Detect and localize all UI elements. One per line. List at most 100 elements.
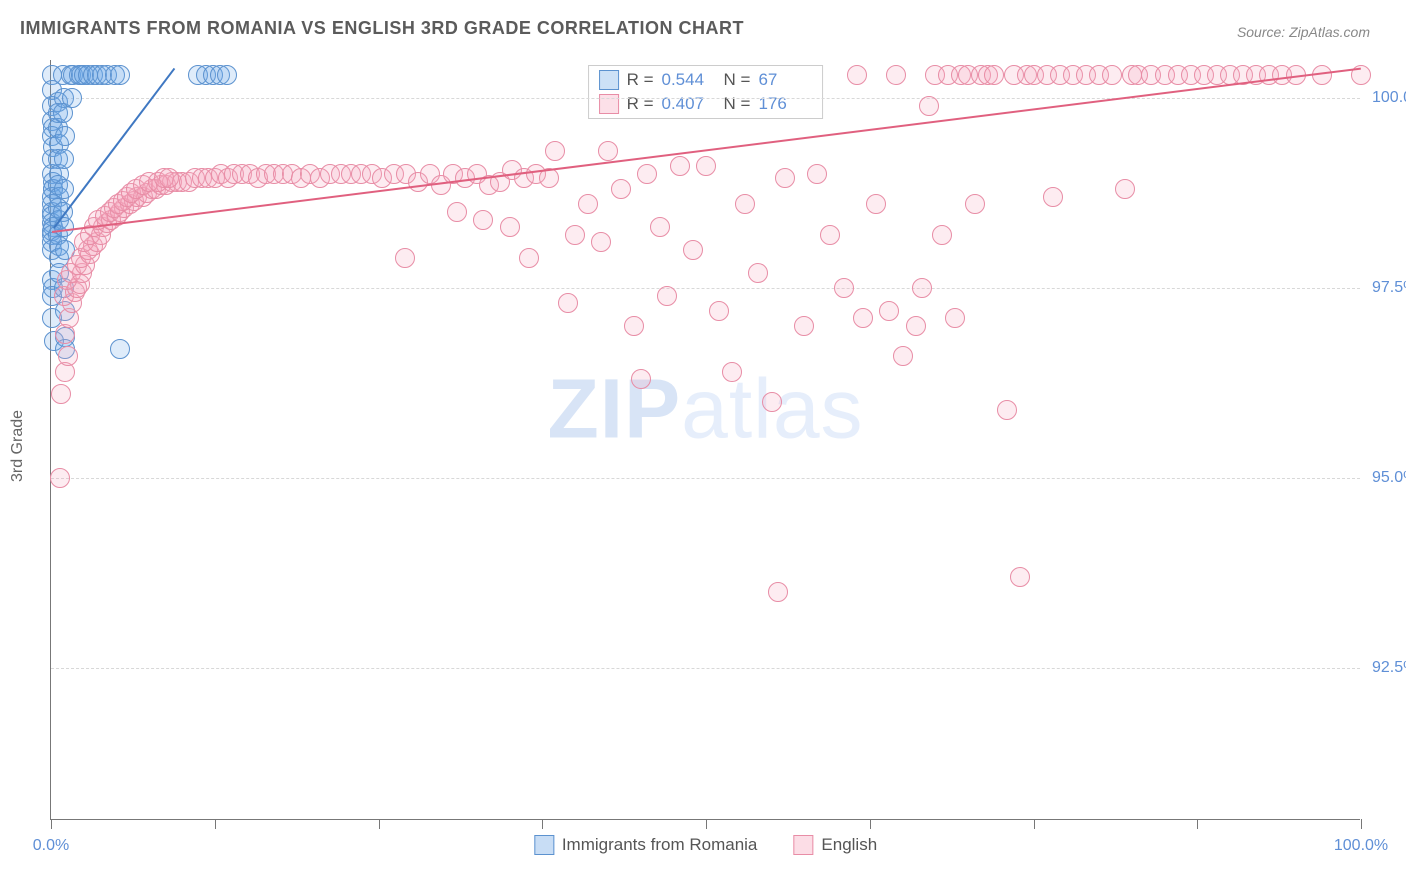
correlation-legend: R =0.544N =67R =0.407N =176 — [588, 65, 824, 119]
legend-swatch — [599, 94, 619, 114]
scatter-point — [159, 168, 179, 188]
scatter-point — [965, 194, 985, 214]
scatter-point — [866, 194, 886, 214]
scatter-point — [762, 392, 782, 412]
scatter-point — [55, 126, 75, 146]
watermark: ZIPatlas — [547, 361, 863, 458]
scatter-point — [853, 308, 873, 328]
y-axis-label: 3rd Grade — [9, 410, 27, 482]
scatter-point — [748, 263, 768, 283]
scatter-point — [500, 217, 520, 237]
scatter-point — [598, 141, 618, 161]
y-tick-label: 97.5% — [1372, 279, 1406, 297]
chart-title: IMMIGRANTS FROM ROMANIA VS ENGLISH 3RD G… — [20, 18, 744, 39]
scatter-point — [984, 65, 1004, 85]
scatter-point — [1010, 567, 1030, 587]
scatter-point — [879, 301, 899, 321]
scatter-plot: ZIPatlas R =0.544N =67R =0.407N =176 Imm… — [50, 60, 1360, 820]
x-tick — [1197, 819, 1198, 829]
legend-row: R =0.407N =176 — [591, 92, 821, 116]
scatter-point — [545, 141, 565, 161]
gridline — [51, 668, 1360, 669]
series-legend: Immigrants from Romania English — [534, 835, 877, 855]
scatter-point — [794, 316, 814, 336]
scatter-point — [447, 202, 467, 222]
scatter-point — [578, 194, 598, 214]
scatter-point — [54, 149, 74, 169]
gridline — [51, 98, 1360, 99]
scatter-point — [50, 468, 70, 488]
scatter-point — [912, 278, 932, 298]
x-tick-label: 100.0% — [1334, 837, 1388, 855]
scatter-point — [637, 164, 657, 184]
legend-item: English — [793, 835, 877, 855]
scatter-point — [473, 210, 493, 230]
scatter-point — [722, 362, 742, 382]
scatter-point — [611, 179, 631, 199]
scatter-point — [657, 286, 677, 306]
legend-row: R = 0.544 N = 67 — [591, 68, 821, 92]
source-credit: Source: ZipAtlas.com — [1237, 24, 1370, 40]
x-tick — [706, 819, 707, 829]
scatter-point — [62, 88, 82, 108]
x-tick — [51, 819, 52, 829]
scatter-point — [775, 168, 795, 188]
scatter-point — [565, 225, 585, 245]
scatter-point — [709, 301, 729, 321]
scatter-point — [768, 582, 788, 602]
scatter-point — [820, 225, 840, 245]
scatter-point — [558, 293, 578, 313]
scatter-point — [519, 248, 539, 268]
scatter-point — [683, 240, 703, 260]
scatter-point — [945, 308, 965, 328]
legend-label: English — [821, 835, 877, 855]
legend-r-value: 0.544 — [662, 70, 716, 90]
scatter-point — [807, 164, 827, 184]
scatter-point — [631, 369, 651, 389]
legend-n-value: 67 — [758, 70, 812, 90]
scatter-point — [1115, 179, 1135, 199]
scatter-point — [735, 194, 755, 214]
scatter-point — [54, 179, 74, 199]
scatter-point — [110, 65, 130, 85]
scatter-point — [395, 248, 415, 268]
scatter-point — [217, 65, 237, 85]
scatter-point — [847, 65, 867, 85]
x-tick — [215, 819, 216, 829]
scatter-point — [624, 316, 644, 336]
scatter-point — [591, 232, 611, 252]
scatter-point — [696, 156, 716, 176]
scatter-point — [58, 346, 78, 366]
scatter-point — [51, 384, 71, 404]
scatter-point — [1102, 65, 1122, 85]
scatter-point — [997, 400, 1017, 420]
gridline — [51, 478, 1360, 479]
scatter-point — [1043, 187, 1063, 207]
x-tick — [542, 819, 543, 829]
x-tick-label: 0.0% — [33, 837, 69, 855]
scatter-point — [650, 217, 670, 237]
y-tick-label: 100.0% — [1372, 89, 1406, 107]
y-tick-label: 92.5% — [1372, 659, 1406, 677]
scatter-point — [893, 346, 913, 366]
x-tick — [379, 819, 380, 829]
scatter-point — [110, 339, 130, 359]
legend-item: Immigrants from Romania — [534, 835, 758, 855]
scatter-point — [906, 316, 926, 336]
legend-n-label: N = — [724, 70, 751, 90]
scatter-point — [670, 156, 690, 176]
scatter-point — [932, 225, 952, 245]
legend-swatch — [599, 70, 619, 90]
legend-swatch — [534, 835, 554, 855]
legend-r-label: R = — [627, 94, 654, 114]
legend-r-label: R = — [627, 70, 654, 90]
scatter-point — [919, 96, 939, 116]
y-tick-label: 95.0% — [1372, 469, 1406, 487]
x-tick — [1034, 819, 1035, 829]
x-tick — [870, 819, 871, 829]
legend-n-value: 176 — [758, 94, 812, 114]
legend-n-label: N = — [724, 94, 751, 114]
x-tick — [1361, 819, 1362, 829]
scatter-point — [834, 278, 854, 298]
scatter-point — [886, 65, 906, 85]
